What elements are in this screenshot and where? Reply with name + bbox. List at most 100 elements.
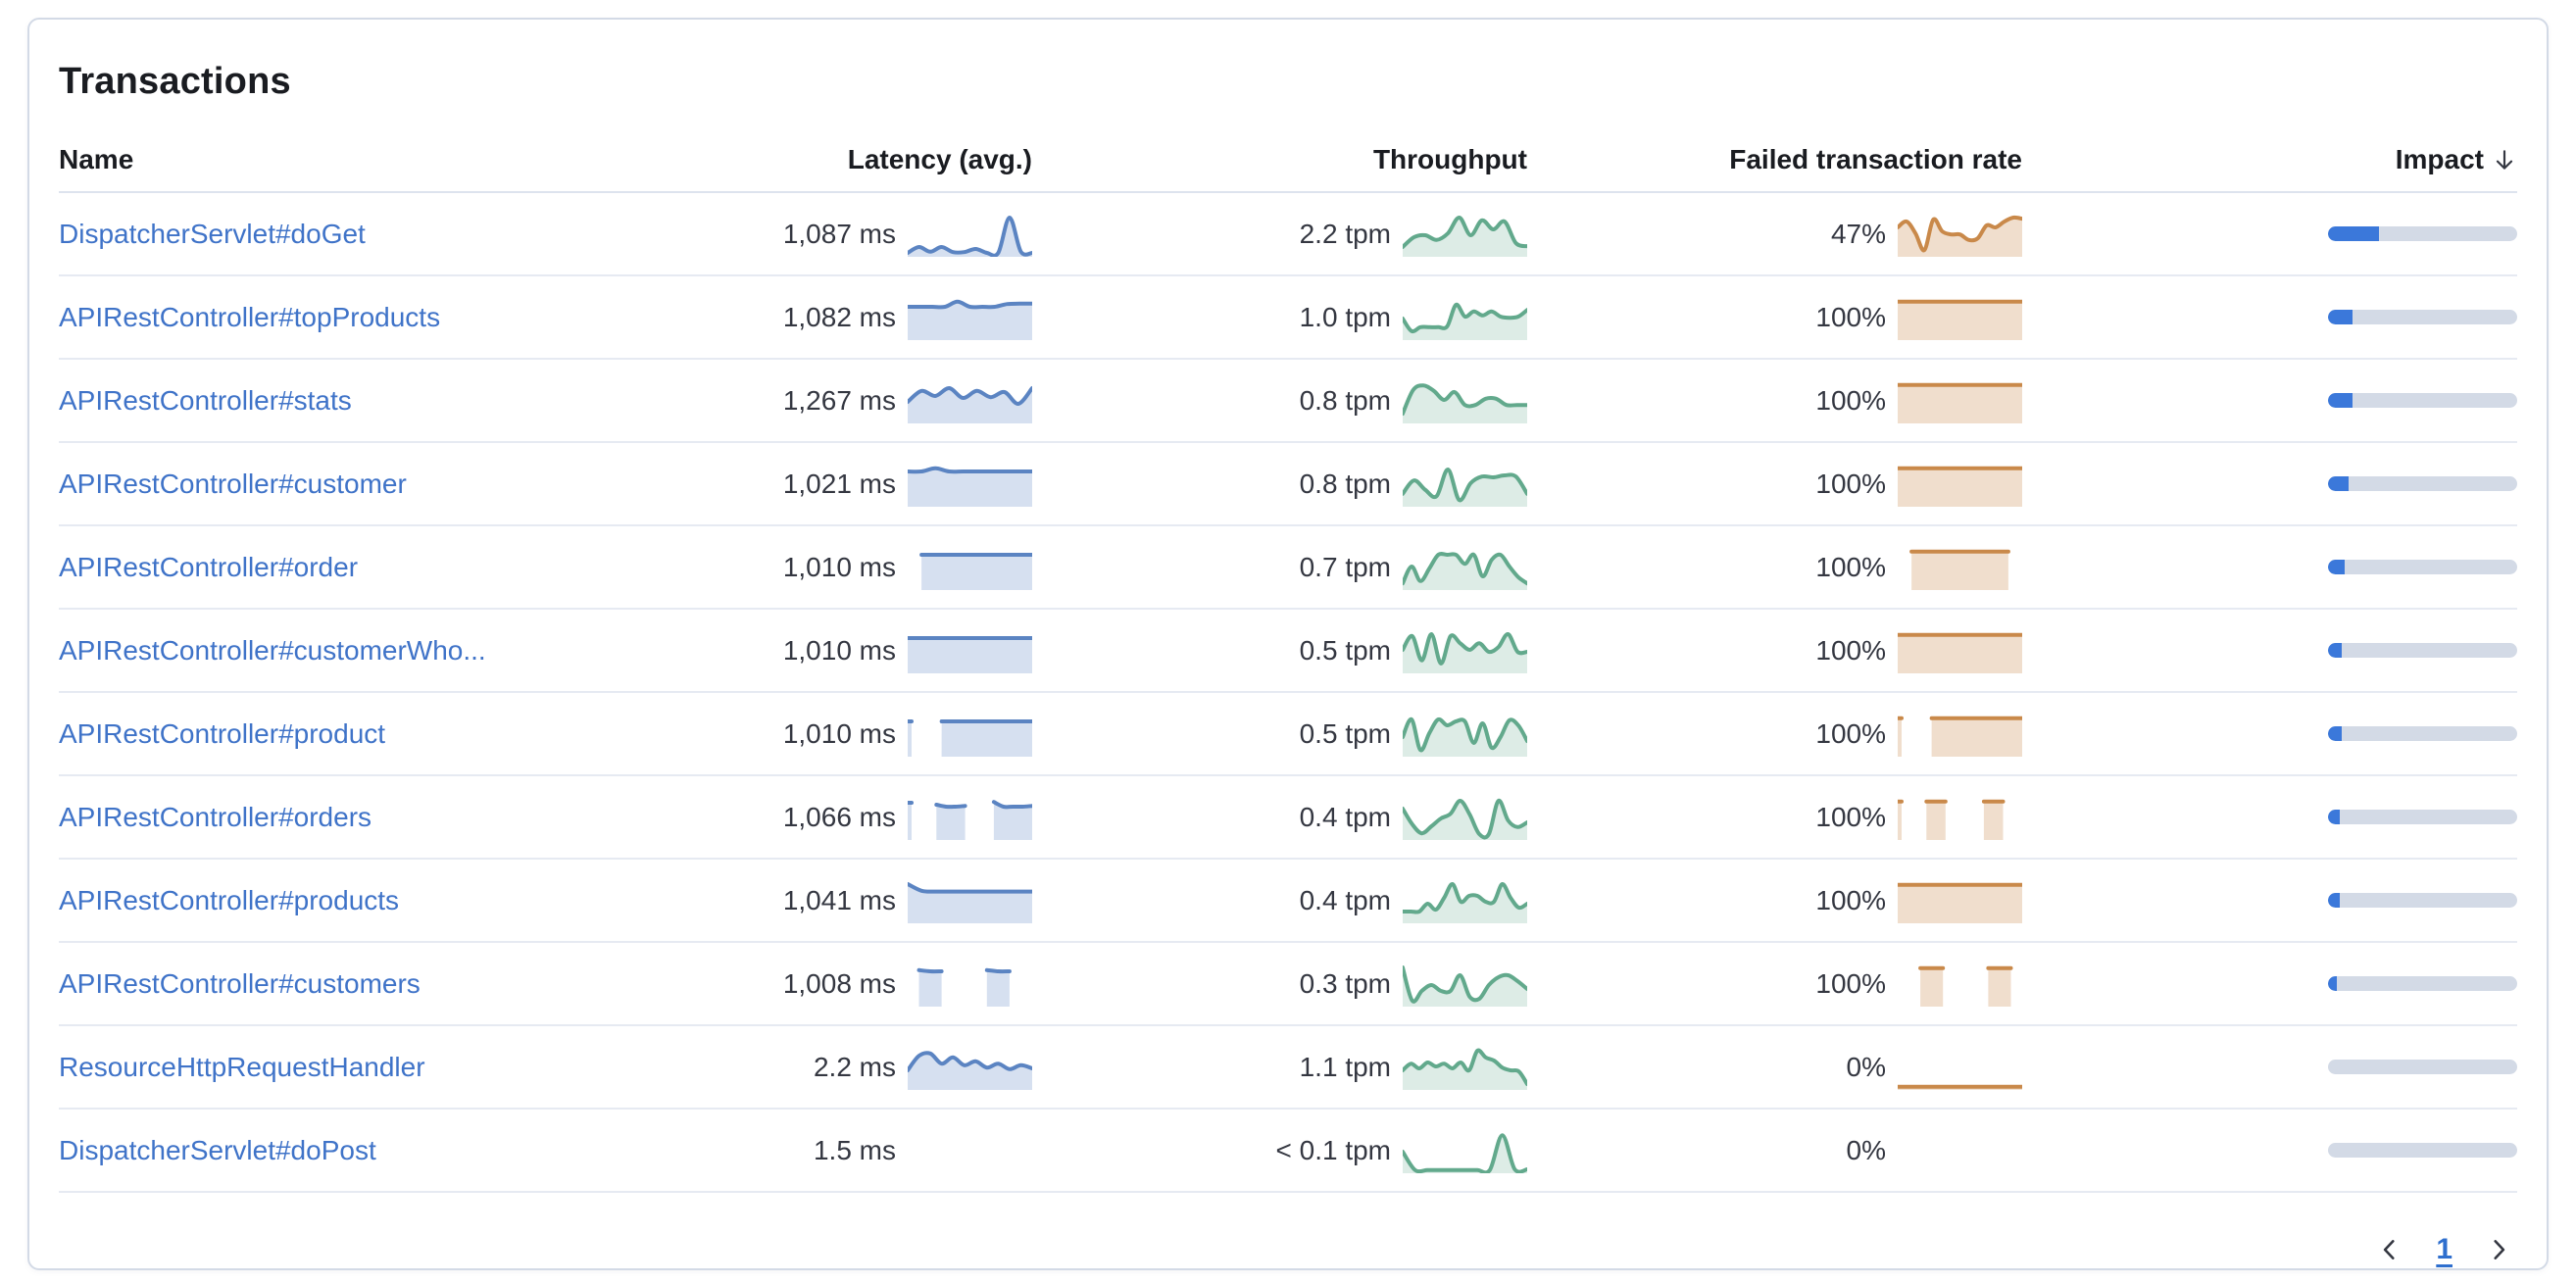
latency-value: 2.2 ms [813,1051,896,1082]
sort-descending-icon [2496,150,2513,170]
throughput-sparkline [1403,382,1527,423]
chevron-right-icon [2494,1240,2505,1259]
transaction-name-link[interactable]: APIRestController#orders [59,801,372,832]
throughput-value: 0.3 tpm [1299,967,1391,999]
latency-value: 1,010 ms [782,634,896,666]
transaction-name-link[interactable]: ResourceHttpRequestHandler [59,1051,425,1082]
latency-sparkline [908,635,1032,673]
impact-bar-fill [2328,310,2353,324]
latency-sparkline [908,1050,1032,1090]
transactions-panel: Transactions Name Latency (avg.) Through… [27,18,2549,1270]
transaction-name-link[interactable]: DispatcherServlet#doPost [59,1134,376,1165]
impact-bar-fill [2328,643,2342,658]
previous-page-button[interactable] [2377,1237,2403,1262]
table-row: APIRestController#customer 1,021 ms 0.8 … [59,443,2517,526]
failed-rate-value: 0% [1846,1134,1886,1165]
impact-bar-fill [2328,560,2346,574]
failed-rate-sparkline [1909,549,2010,590]
failed-rate-value: 100% [1815,967,1886,999]
column-header-throughput[interactable]: Throughput [1372,144,1527,174]
table-row: APIRestController#customerWho... 1,010 m… [59,610,2517,693]
table-row: APIRestController#order 1,010 ms 0.7 tpm… [59,526,2517,610]
table-row: DispatcherServlet#doGet 1,087 ms 2.2 tpm… [59,193,2517,276]
transaction-name-link[interactable]: APIRestController#topProducts [59,301,441,332]
transactions-table: Name Latency (avg.) Throughput Failed tr… [59,128,2517,1193]
transaction-name-link[interactable]: APIRestController#product [59,717,386,749]
throughput-sparkline [1403,302,1527,340]
impact-bar [2328,643,2517,658]
impact-bar [2328,976,2517,991]
throughput-sparkline [1403,467,1527,507]
latency-value: 1,008 ms [782,967,896,999]
table-row: APIRestController#topProducts 1,082 ms 1… [59,276,2517,360]
impact-bar [2328,1143,2517,1158]
transaction-name-link[interactable]: APIRestController#stats [59,384,352,416]
table-row: APIRestController#products 1,041 ms 0.4 … [59,860,2517,943]
throughput-sparkline [1403,798,1527,840]
failed-rate-value: 100% [1815,384,1886,416]
failed-rate-sparkline [1898,215,2022,257]
latency-value: 1,021 ms [782,468,896,499]
table-row: APIRestController#stats 1,267 ms 0.8 tpm… [59,360,2517,443]
transaction-name-link[interactable]: APIRestController#order [59,551,359,582]
impact-bar-fill [2328,726,2342,741]
throughput-sparkline [1403,964,1527,1007]
transaction-name-link[interactable]: APIRestController#customer [59,468,407,499]
table-body: DispatcherServlet#doGet 1,087 ms 2.2 tpm… [59,193,2517,1193]
transaction-name-link[interactable]: APIRestController#products [59,884,400,915]
failed-rate-value: 100% [1815,801,1886,832]
latency-sparkline [908,299,1032,340]
impact-bar [2328,226,2517,241]
failed-rate-sparkline [1898,466,2022,507]
impact-bar-fill [2328,893,2340,908]
impact-bar-fill [2328,810,2340,824]
latency-sparkline [919,552,1032,590]
column-header-impact[interactable]: Impact [2022,144,2517,175]
failed-rate-sparkline [1898,716,2022,757]
failed-rate-sparkline [1898,1084,2022,1090]
impact-bar [2328,310,2517,324]
throughput-value: 0.4 tpm [1299,801,1391,832]
latency-sparkline [908,385,1032,423]
throughput-value: 1.0 tpm [1299,301,1391,332]
throughput-value: 0.7 tpm [1299,551,1391,582]
throughput-value: 0.5 tpm [1299,717,1391,749]
failed-rate-sparkline [1898,299,2022,340]
failed-rate-sparkline [1898,1128,2022,1173]
impact-bar [2328,726,2517,741]
column-header-latency[interactable]: Latency (avg.) [847,144,1032,174]
throughput-value: 0.4 tpm [1299,884,1391,915]
failed-rate-value: 47% [1830,218,1886,249]
latency-sparkline [908,799,1032,840]
throughput-sparkline [1403,716,1527,757]
failed-rate-value: 0% [1846,1051,1886,1082]
column-header-failed-rate[interactable]: Failed transaction rate [1729,144,2022,174]
failed-rate-value: 100% [1815,551,1886,582]
latency-value: 1,041 ms [782,884,896,915]
throughput-sparkline [1403,215,1527,257]
latency-value: 1,087 ms [782,218,896,249]
throughput-sparkline [1403,1132,1527,1173]
impact-bar [2328,893,2517,908]
failed-rate-value: 100% [1815,634,1886,666]
table-header-row: Name Latency (avg.) Throughput Failed tr… [59,128,2517,193]
latency-sparkline [908,1128,1032,1173]
next-page-button[interactable] [2486,1237,2511,1262]
transaction-name-link[interactable]: APIRestController#customers [59,967,421,999]
failed-rate-sparkline [1918,965,2013,1007]
latency-value: 1,066 ms [782,801,896,832]
throughput-sparkline [1403,631,1527,673]
transaction-name-link[interactable]: APIRestController#customerWho... [59,634,486,666]
failed-rate-sparkline [1898,382,2022,423]
impact-bar [2328,560,2517,574]
latency-sparkline [908,215,1032,257]
impact-bar [2328,1060,2517,1074]
transaction-name-link[interactable]: DispatcherServlet#doGet [59,218,366,249]
table-row: APIRestController#product 1,010 ms 0.5 t… [59,693,2517,776]
column-header-name[interactable]: Name [59,144,134,174]
page-1-button[interactable]: 1 [2436,1233,2452,1265]
throughput-value: < 0.1 tpm [1275,1134,1391,1165]
throughput-value: 0.5 tpm [1299,634,1391,666]
failed-rate-value: 100% [1815,468,1886,499]
throughput-value: 0.8 tpm [1299,384,1391,416]
